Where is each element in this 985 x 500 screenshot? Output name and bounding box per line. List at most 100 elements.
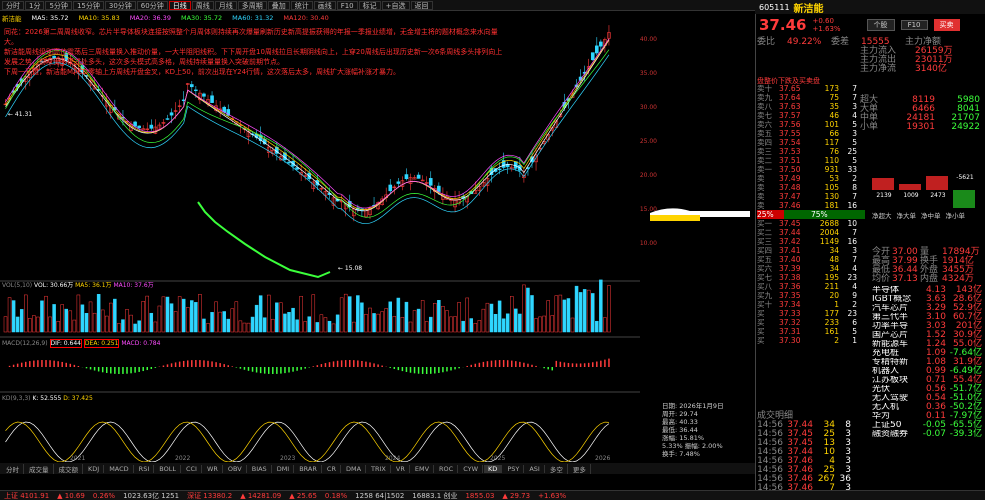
toolbar-item[interactable]: 月线	[214, 0, 237, 10]
orderbook-row[interactable]: 买四 37.41 34 3	[757, 246, 985, 255]
orderbook-row[interactable]: 卖 37.49 53 2	[757, 174, 985, 183]
candlestick-chart[interactable]: ← 15.08 ← 41.31 2021 2022 2023 2024 2025 2026	[0, 22, 640, 462]
indicator-tab[interactable]: TRIX	[367, 464, 391, 473]
indicator-tab[interactable]: KD	[484, 464, 503, 473]
orderbook-row[interactable]: 买 37.30 2 1	[757, 336, 985, 345]
indicator-tab[interactable]: BIAS	[248, 464, 272, 473]
orderbook-row[interactable]: 卖六 37.56 101 5	[757, 120, 985, 129]
indicator-tab[interactable]: PSY	[503, 464, 525, 473]
sector-row[interactable]: 第三代半 3.10 60.7亿	[872, 313, 985, 322]
indicator-tab[interactable]: OBV	[224, 464, 247, 473]
sector-row[interactable]: IGBT概念 3.63 28.6亿	[872, 295, 985, 304]
indicator-tab[interactable]: ASI	[525, 464, 545, 473]
toolbar-item[interactable]: F10	[336, 0, 358, 10]
sector-row[interactable]: 无人驾驶 0.54 -51.0亿	[872, 394, 985, 403]
toolbar-item[interactable]: 叠加	[267, 0, 290, 10]
orderbook-row[interactable]: 买八 37.36 211 4	[757, 282, 985, 291]
toolbar-item[interactable]: 60分钟	[136, 0, 168, 10]
indicator-tab[interactable]: EMV	[411, 464, 435, 473]
sector-row[interactable]: 国产芯片 1.52 30.9亿	[872, 331, 985, 340]
indicator-tab[interactable]: 更多	[569, 463, 591, 474]
toolbar-item[interactable]: 15分钟	[72, 0, 104, 10]
orderbook-row[interactable]: 买三 37.42 1149 16	[757, 237, 985, 246]
orderbook-row[interactable]: 卖九 37.64 75 7	[757, 93, 985, 102]
indicator-tab[interactable]: BOLL	[155, 464, 181, 473]
indicator-tab[interactable]: MACD	[105, 464, 134, 473]
sector-row[interactable]: 融资融券 -0.07 -39.3亿	[872, 430, 985, 439]
orderbook-row[interactable]: 卖八 37.63 35 3	[757, 102, 985, 111]
indicator-tab[interactable]: RSI	[135, 464, 155, 473]
orderbook-row[interactable]: 卖二 37.51 110 5	[757, 156, 985, 165]
sector-row[interactable]: 机器人 0.99 -6.49亿	[872, 367, 985, 376]
indicator-tab[interactable]: 分时	[2, 463, 24, 474]
net-flow-value: 2139	[876, 192, 892, 199]
toolbar-item[interactable]: 日线	[168, 0, 191, 10]
sector-row[interactable]: 江苏板块 0.71 55.4亿	[872, 376, 985, 385]
toolbar-item[interactable]: 画线	[313, 0, 336, 10]
indicator-tab[interactable]: CR	[323, 464, 341, 473]
indicator-tab[interactable]: CCI	[182, 464, 202, 473]
toolbar-item[interactable]: 30分钟	[104, 0, 136, 10]
orderbook-row[interactable]: 买 37.33 177 23	[757, 309, 985, 318]
toolbar-item[interactable]: 5分钟	[45, 0, 72, 10]
indicator-tab[interactable]: WR	[203, 464, 223, 473]
volume-bar	[558, 294, 563, 333]
orderbook-row[interactable]: 卖一 37.50 931 33	[757, 165, 985, 174]
indicator-tab[interactable]: ROC	[435, 464, 459, 473]
toolbar-item[interactable]: 标记	[358, 0, 381, 10]
indicator-tab[interactable]: BRAR	[295, 464, 322, 473]
indicator-tab[interactable]: CYW	[459, 464, 484, 473]
orderbook-row[interactable]: 买 37.32 233 6	[757, 318, 985, 327]
orderbook-row[interactable]: 卖 37.46 181 16	[757, 201, 985, 210]
trade-cell: 3	[845, 465, 851, 475]
toolbar-item[interactable]: 统计	[290, 0, 313, 10]
orderbook-row[interactable]: 买 37.31 161 5	[757, 327, 985, 336]
orderbook-row[interactable]: 买九 37.35 20 9	[757, 291, 985, 300]
sector-row[interactable]: 汽车芯片 3.29 52.9亿	[872, 304, 985, 313]
indicator-tab[interactable]: DMI	[273, 464, 295, 473]
sector-row[interactable]: 上证50 -0.05 -65.5亿	[872, 421, 985, 430]
indicator-tab[interactable]: 多空	[546, 463, 568, 474]
orderbook-row[interactable]: 买二 37.44 2004 7	[757, 228, 985, 237]
f10-button[interactable]: F10	[900, 20, 928, 30]
orderbook-row[interactable]: 卖七 37.57 46 4	[757, 111, 985, 120]
orderbook-row[interactable]: 卖四 37.54 117 5	[757, 138, 985, 147]
toolbar-item[interactable]: 分时	[2, 0, 24, 10]
sector-row[interactable]: 光伏 0.56 -51.7亿	[872, 385, 985, 394]
sector-row[interactable]: 功率半导 3.03 201亿	[872, 322, 985, 331]
sector-row[interactable]: 华为 0.11 -7.97亿	[872, 412, 985, 421]
toolbar-item[interactable]: +自选	[381, 0, 410, 10]
indicator-tab[interactable]: 成交额	[55, 463, 83, 474]
stock-button[interactable]: 个股	[866, 19, 895, 31]
orderbook-row[interactable]: 买七 37.38 195 23	[757, 273, 985, 282]
orderbook-row[interactable]: 买一 37.45 2688 10	[757, 219, 985, 228]
indicator-tab[interactable]: 成交量	[25, 463, 54, 474]
indicator-tab[interactable]: KDJ	[84, 464, 105, 473]
orderbook-row[interactable]: 卖五 37.55 66 3	[757, 129, 985, 138]
ob-price: 37.41	[779, 246, 801, 255]
orderbook-row[interactable]: 卖 37.48 105 8	[757, 183, 985, 192]
ma-value: MA5: 35.72	[31, 13, 69, 22]
sector-row[interactable]: 新能源车 1.24 55.0亿	[872, 340, 985, 349]
toolbar-item[interactable]: 周线	[191, 0, 214, 10]
sector-row[interactable]: 专精特新 1.08 31.9亿	[872, 358, 985, 367]
ob-count: 23	[847, 273, 857, 282]
orderbook-row[interactable]: 卖 37.47 130 7	[757, 192, 985, 201]
sector-row[interactable]: 无人机 0.36 -50.2亿	[872, 403, 985, 412]
indicator-tab[interactable]: DMA	[342, 464, 367, 473]
toolbar-item[interactable]: 多周期	[237, 0, 267, 10]
trade-header: 成交明细	[757, 411, 794, 421]
orderbook-row[interactable]: 买五 37.40 48 7	[757, 255, 985, 264]
trade-button[interactable]: 买卖	[933, 19, 960, 31]
orderbook-row[interactable]: 买十 37.34 1 2	[757, 300, 985, 309]
orderbook-row[interactable]: 买六 37.39 34 4	[757, 264, 985, 273]
summary-row: 委比 49.22% 委差 15555 主力净额 -	[757, 38, 985, 47]
sector-row[interactable]: 半导体 4.13 143亿	[872, 286, 985, 295]
orderbook-row[interactable]: 卖十 37.65 173 7	[757, 84, 985, 93]
indicator-tab[interactable]: VR	[392, 464, 410, 473]
orderbook-row[interactable]: 卖三 37.53 76 25	[757, 147, 985, 156]
toolbar-item[interactable]: 1分	[25, 0, 45, 10]
toolbar-item[interactable]: 返回	[410, 0, 433, 10]
sector-row[interactable]: 充电桩 1.09 -7.64亿	[872, 349, 985, 358]
volume-bar	[28, 318, 32, 333]
